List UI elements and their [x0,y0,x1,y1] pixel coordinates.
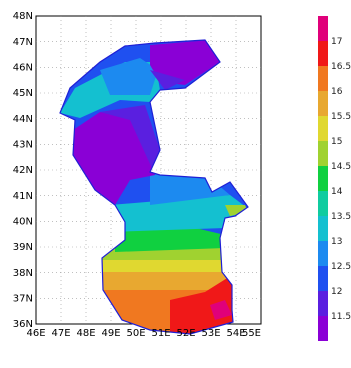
colorbar-swatch-1 [318,316,328,341]
colorbar-swatch-2 [318,291,328,316]
x-tick-label: 47E [51,328,70,339]
colorbar-swatch-11 [318,66,328,91]
x-tick-label: 52E [176,328,195,339]
y-tick-label: 42N [13,165,33,176]
colorbar-label: 13 [331,237,342,247]
y-tick-label: 46N [13,63,33,74]
y-tick-label: 36N [13,319,33,330]
colorbar-label: 12 [331,287,342,297]
colorbar-label: 16.5 [331,62,351,72]
contour-band-west-purple [73,112,155,205]
y-tick-label: 44N [13,114,33,125]
contour-band-north-purple [150,40,220,85]
contour-band-southeast-peak [210,300,232,320]
colorbar-label: 15.5 [331,112,351,122]
x-tick-label: 48E [76,328,95,339]
colorbar-swatch-5 [318,216,328,241]
y-tick-label: 47N [13,37,33,48]
colorbar-label: 16 [331,87,343,97]
colorbar-label: 17 [331,37,342,47]
colorbar-swatch-7 [318,166,328,191]
y-tick-label: 38N [13,268,33,279]
colorbar-label: 13.5 [331,212,351,222]
colorbar-swatch-4 [318,241,328,266]
x-tick-label: 54E [226,328,245,339]
y-tick-label: 40N [13,217,33,228]
contour-band-southeast-hot [170,275,240,334]
x-tick-label: 51E [151,328,170,339]
colorbar-swatch-13 [318,16,328,41]
contour-band-west-violet [100,105,160,175]
y-tick-label: 41N [13,191,33,202]
colorbar-label: 12.5 [331,262,351,272]
contour-band-north-teal [100,58,158,95]
x-axis-labels: 46E 47E 48E 49E 50E 51E 52E 53E 54E 55E [26,328,261,339]
coastline [59,39,249,335]
colorbar-label: 11.5 [331,312,351,322]
colorbar: 11.5 12 12.5 13 13.5 14 14.5 15 15.5 16 … [318,16,351,341]
x-tick-label: 53E [201,328,220,339]
contour-band-north-east-violet [150,70,185,90]
y-tick-label: 45N [13,88,33,99]
x-tick-label: 55E [242,328,261,339]
colorbar-swatch-3 [318,266,328,291]
colorbar-label: 15 [331,137,342,147]
y-tick-label: 48N [13,11,33,22]
x-tick-label: 46E [26,328,45,339]
colorbar-swatch-8 [318,141,328,166]
y-axis-labels: 36N 37N 38N 39N 40N 41N 42N 43N 44N 45N … [13,11,33,330]
colorbar-swatch-10 [318,91,328,116]
contour-band-middle-cyan [110,195,248,232]
colorbar-swatch-12 [318,41,328,66]
colorbar-label: 14 [331,187,343,197]
y-tick-label: 39N [13,242,33,253]
x-tick-label: 49E [101,328,120,339]
colorbar-label: 14.5 [331,162,351,172]
colorbar-swatch-6 [318,191,328,216]
y-tick-label: 37N [13,294,33,305]
x-tick-label: 50E [126,328,145,339]
colorbar-swatch-9 [318,116,328,141]
y-tick-label: 43N [13,140,33,151]
